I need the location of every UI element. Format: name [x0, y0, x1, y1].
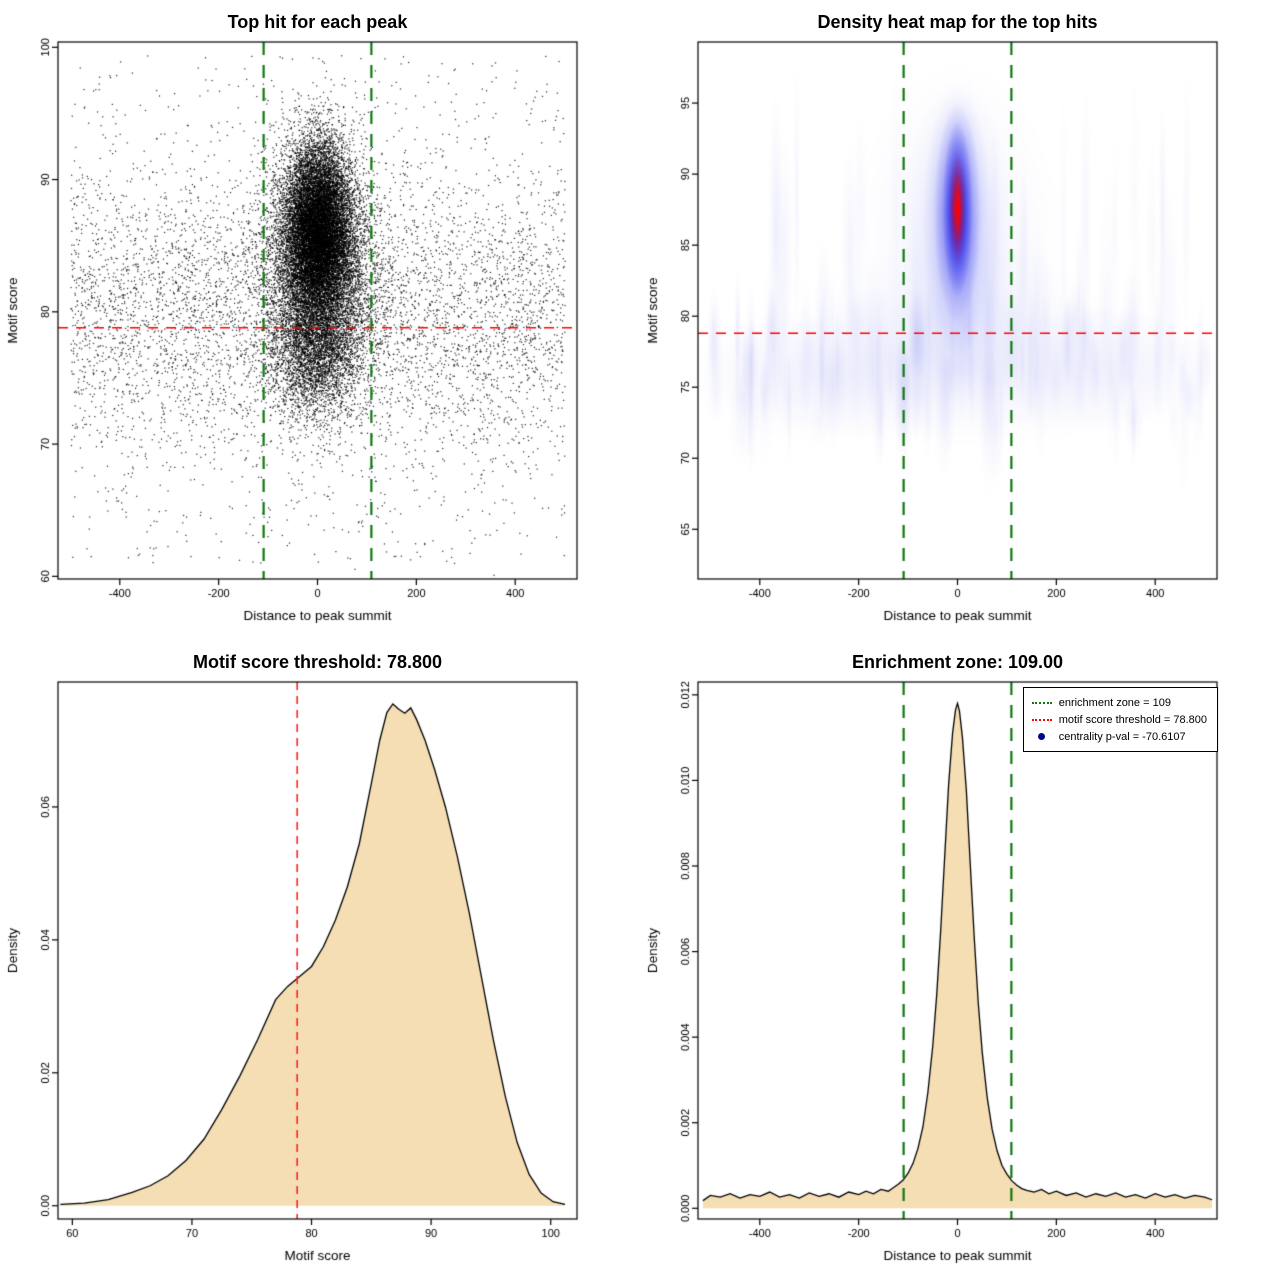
score-density-canvas — [0, 640, 640, 1280]
motif-threshold-line-swatch — [1031, 718, 1052, 721]
legend-label-enrichment-zone: enrichment zone = 109 — [1058, 696, 1171, 709]
centrality-pval-dot-swatch — [1032, 733, 1052, 740]
enrichment-zone-chart-title: Enrichment zone: 109.00 — [851, 652, 1064, 672]
panel-motif-score-density: Motif score threshold: 78.800 — [0, 640, 640, 1280]
legend-item-motif-threshold: motif score threshold = 78.800 — [1031, 711, 1207, 728]
panel-top-hit-scatter: Top hit for each peak — [0, 0, 640, 640]
legend-label-centrality-pval: centrality p-val = -70.6107 — [1058, 730, 1186, 743]
score-density-chart-title: Motif score threshold: 78.800 — [192, 652, 443, 672]
legend-item-centrality-pval: centrality p-val = -70.6107 — [1032, 728, 1207, 745]
heatmap-chart-title: Density heat map for the top hits — [817, 12, 1098, 32]
plot-legend: enrichment zone = 109 motif score thresh… — [1022, 687, 1218, 752]
enrichment-zone-line-swatch — [1031, 701, 1052, 704]
heatmap-plot-canvas — [640, 0, 1280, 640]
scatter-plot-canvas — [0, 0, 640, 640]
legend-label-motif-threshold: motif score threshold = 78.800 — [1058, 713, 1207, 726]
panel-density-heatmap: Density heat map for the top hits — [640, 0, 1280, 640]
legend-item-enrichment-zone: enrichment zone = 109 — [1031, 694, 1207, 711]
panel-enrichment-zone-density: Enrichment zone: 109.00 enrichment zone … — [640, 640, 1280, 1280]
scatter-chart-title: Top hit for each peak — [227, 12, 408, 32]
